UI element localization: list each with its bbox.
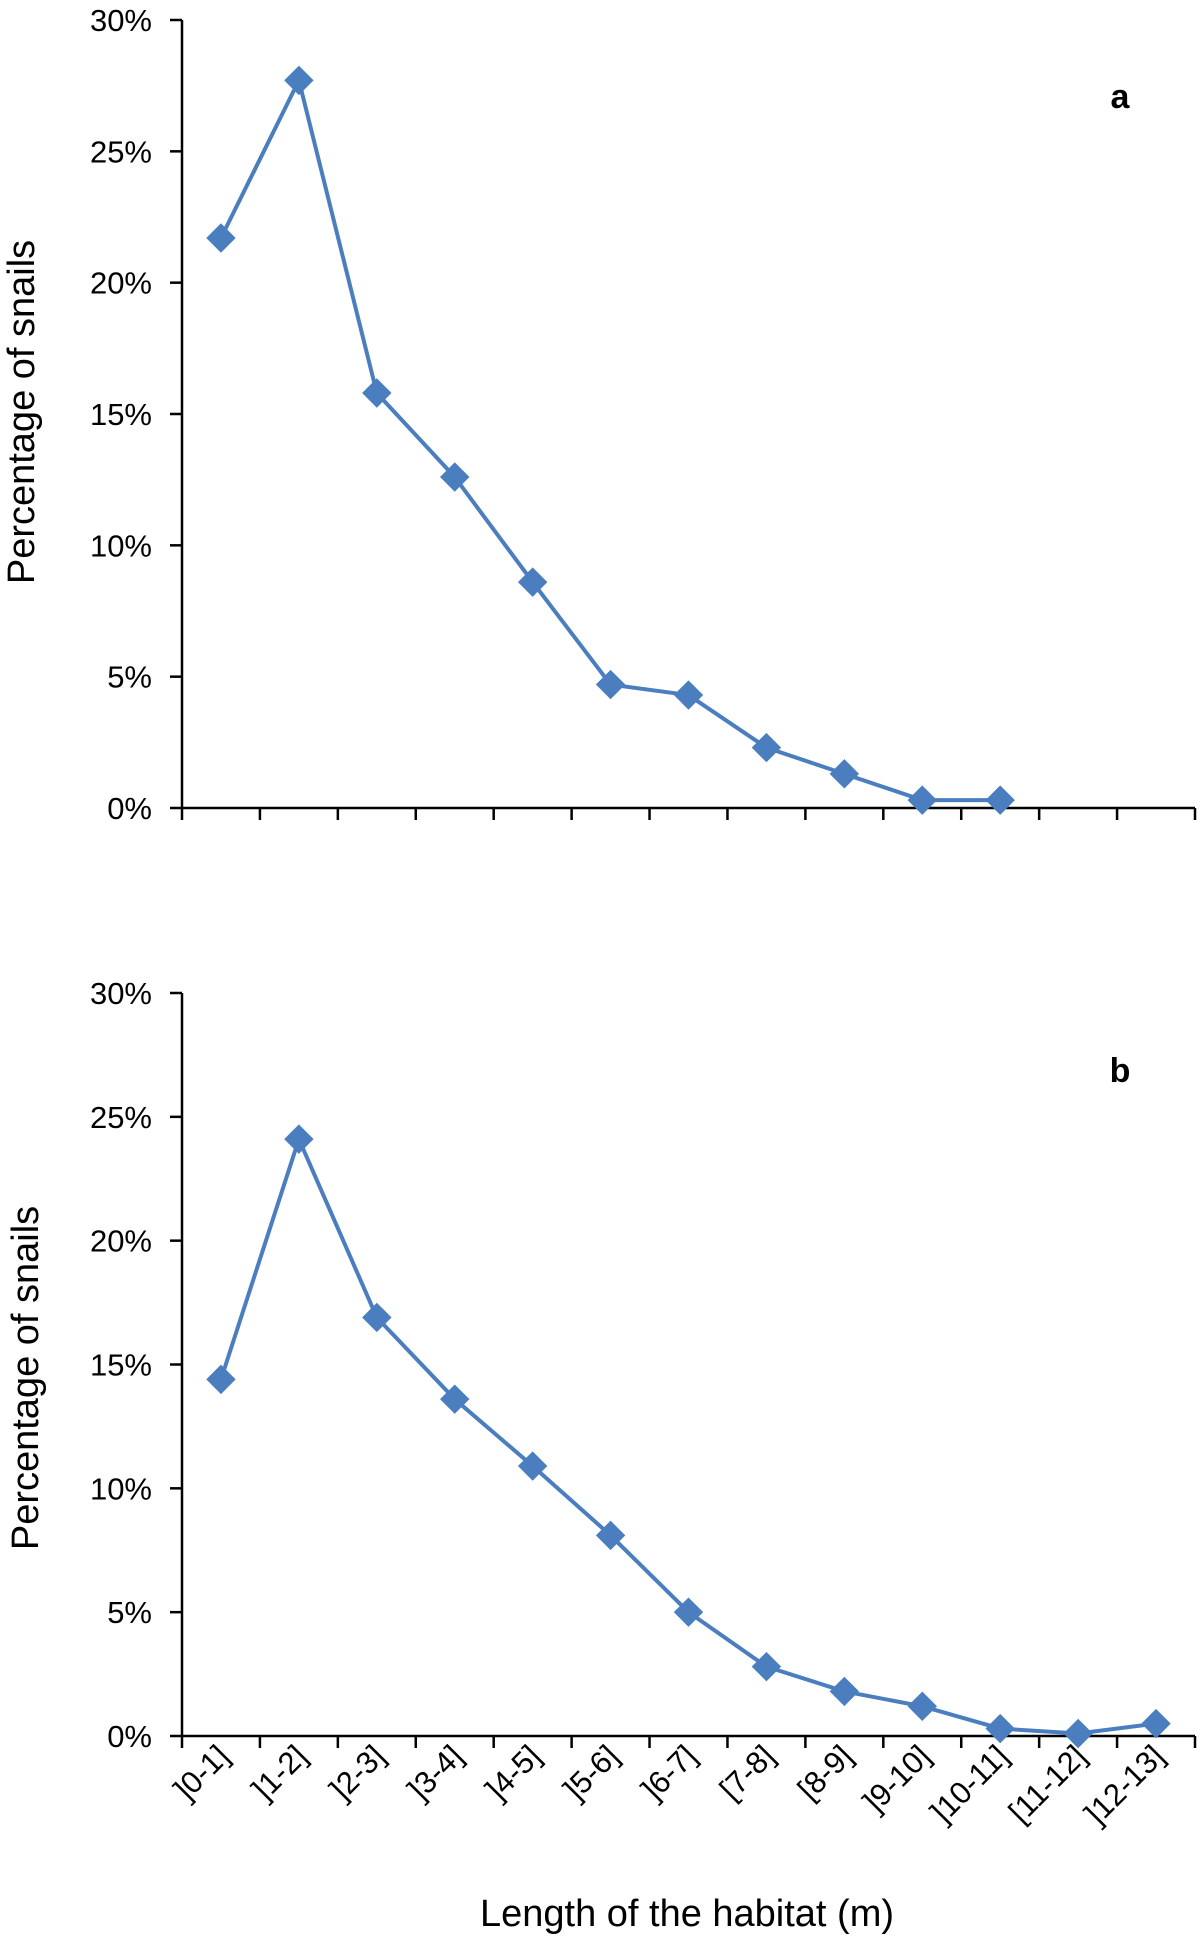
data-point-b <box>751 1651 782 1682</box>
data-point-b <box>440 1384 470 1414</box>
y-tick-label-a: 15% <box>90 397 152 432</box>
x-tick-label-b: ]1-2] <box>245 1738 314 1807</box>
y-tick-label-b: 10% <box>90 1471 152 1506</box>
y-tick-label-b: 15% <box>90 1348 152 1383</box>
panel-label-b: b <box>1110 1052 1131 1090</box>
y-tick-label-b: 20% <box>90 1224 152 1259</box>
y-tick-label-a: 10% <box>90 528 152 563</box>
chart-panel-b: Percentage of snails b Length of the hab… <box>5 976 1197 1935</box>
data-point-b <box>1141 1708 1171 1739</box>
y-tick-label-a: 0% <box>107 791 152 826</box>
x-tick-label-b: ]6-7] <box>635 1738 704 1807</box>
data-point-b <box>362 1302 392 1333</box>
y-tick-label-b: 30% <box>90 976 152 1011</box>
data-point-a <box>362 378 392 408</box>
x-tick-label-b: [7-8] <box>713 1738 782 1807</box>
x-tick-label-b: [11-12] <box>1002 1738 1093 1829</box>
x-tick-label-b: ]0-1] <box>167 1738 236 1807</box>
x-tick-label-b: ]4-5] <box>479 1738 548 1807</box>
data-point-b <box>517 1451 548 1481</box>
chart-panel-a: Percentage of snails a 0% 5% 10% 15% 20% 25% 3… <box>1 3 1197 826</box>
series-line-b <box>219 1137 1157 1736</box>
data-point-b <box>673 1597 704 1627</box>
data-point-b <box>1063 1718 1093 1749</box>
data-point-b <box>284 1124 314 1154</box>
x-tick-label-b: ]10-11] <box>924 1738 1015 1829</box>
x-tick-label-b: ]5-6] <box>557 1738 626 1807</box>
x-tick-label-b: [8-9] <box>791 1738 860 1807</box>
data-point-a <box>985 785 1015 815</box>
data-point-b <box>829 1676 860 1707</box>
data-point-b <box>907 1691 937 1721</box>
y-tick-label-b: 25% <box>90 1100 152 1135</box>
data-point-a <box>595 669 626 700</box>
data-point-a <box>673 680 704 710</box>
x-tick-label-b: ]2-3] <box>323 1738 392 1807</box>
y-tick-label-a: 25% <box>90 134 152 169</box>
x-tick-label-b: ]12-13] <box>1078 1738 1171 1831</box>
data-point-a <box>440 462 470 492</box>
y-tick-label-a: 5% <box>107 660 152 695</box>
data-point-a <box>284 65 314 96</box>
y-axis-title-a: Percentage of snails <box>1 240 43 584</box>
data-point-b <box>985 1713 1015 1744</box>
x-tick-label-b: ]3-4] <box>401 1738 470 1807</box>
data-point-a <box>907 785 937 815</box>
y-tick-label-b: 0% <box>107 1719 152 1754</box>
y-axis-title-b: Percentage of snails <box>5 1206 47 1550</box>
data-point-a <box>751 732 782 763</box>
x-axis-title-b: Length of the habitat (m) <box>480 1893 894 1935</box>
y-tick-label-a: 20% <box>90 266 152 301</box>
data-point-a <box>206 223 236 253</box>
data-point-a <box>829 759 860 789</box>
panel-label-a: a <box>1111 78 1131 116</box>
data-point-a <box>517 567 548 597</box>
data-point-b <box>206 1364 236 1395</box>
y-tick-label-a: 30% <box>90 3 152 38</box>
data-point-b <box>595 1520 626 1551</box>
y-tick-label-b: 5% <box>107 1595 152 1630</box>
